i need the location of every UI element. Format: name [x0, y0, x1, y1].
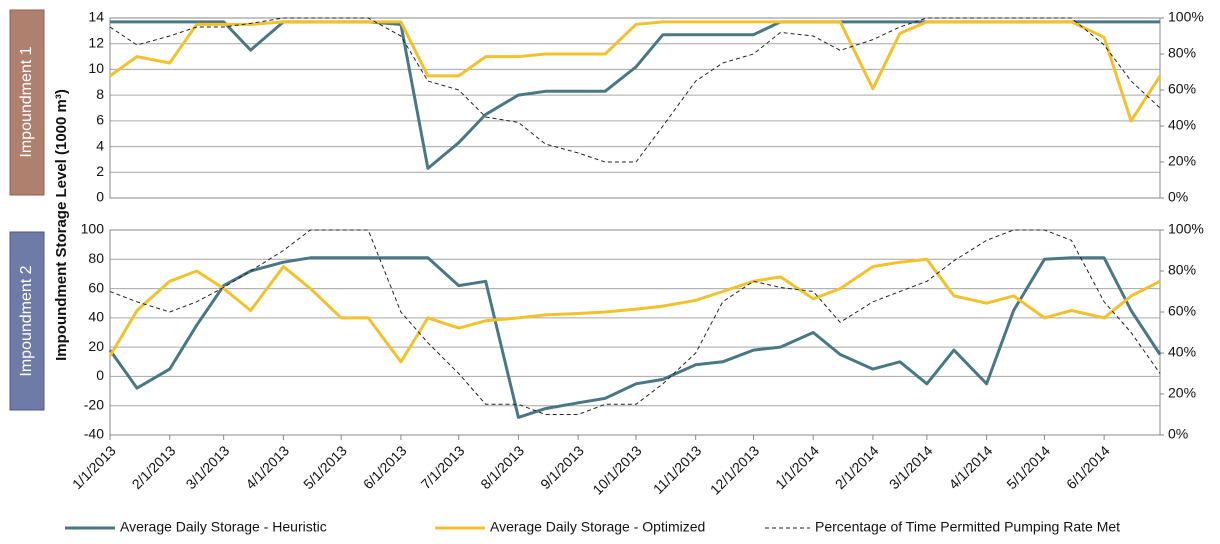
panel-tag	[9, 231, 45, 411]
x-tick-label: 2/1/2013	[129, 442, 179, 492]
x-tick-label: 8/1/2013	[477, 442, 527, 492]
y-tick-label: 100	[81, 221, 105, 237]
x-tick-label: 5/1/2013	[300, 442, 350, 492]
y-tick-label: 4	[96, 137, 104, 153]
y-tick-label: 2	[96, 163, 104, 179]
y2-tick-label: 20%	[1168, 153, 1196, 169]
y2-tick-label: 100%	[1168, 9, 1204, 25]
legend-label: Average Daily Storage - Heuristic	[120, 519, 327, 535]
x-tick-label: 3/1/2013	[183, 442, 233, 492]
x-tick-label: 9/1/2013	[537, 442, 587, 492]
x-tick-label: 3/1/2014	[886, 442, 936, 492]
x-tick-label: 10/1/2013	[589, 442, 645, 498]
panel-title: Impoundment 1	[18, 46, 35, 157]
series-line	[109, 229, 1161, 415]
x-tick-label: 12/1/2013	[707, 442, 763, 498]
y-tick-label: 40	[88, 309, 104, 325]
y-tick-label: 14	[88, 9, 104, 25]
y-tick-label: 8	[96, 86, 104, 102]
x-tick-label: 1/1/2014	[772, 442, 822, 492]
y2-tick-label: 80%	[1168, 45, 1196, 61]
x-tick-label: 5/1/2014	[1003, 442, 1053, 492]
y2-tick-label: 100%	[1168, 221, 1204, 237]
y-tick-label: 0	[96, 189, 104, 205]
y2-tick-label: 60%	[1168, 81, 1196, 97]
y-tick-label: 80	[88, 250, 104, 266]
y2-tick-label: 40%	[1168, 344, 1196, 360]
x-tick-label: 1/1/2013	[69, 442, 119, 492]
legend-label: Percentage of Time Permitted Pumping Rat…	[815, 519, 1120, 535]
plot-frame	[109, 17, 1161, 199]
x-tick-label: 4/1/2014	[945, 442, 995, 492]
x-tick-label: 6/1/2013	[360, 442, 410, 492]
y-tick-label: -40	[84, 426, 104, 442]
y-tick-label: 12	[88, 34, 104, 50]
series-line	[108, 257, 1161, 364]
y-tick-label: 60	[88, 279, 104, 295]
x-tick-label: 7/1/2013	[418, 442, 468, 492]
x-tick-label: 2/1/2014	[832, 442, 882, 492]
x-tick-label: 4/1/2013	[242, 442, 292, 492]
y-tick-label: 6	[96, 112, 104, 128]
legend-label: Average Daily Storage - Optimized	[490, 519, 705, 535]
y-tick-label: 20	[88, 338, 104, 354]
y-tick-label: 10	[88, 60, 104, 76]
y-tick-label: 0	[96, 367, 104, 383]
y2-tick-label: 0%	[1168, 189, 1188, 205]
series-line	[109, 20, 1162, 123]
y-tick-label: -20	[84, 396, 104, 412]
plot-frame	[109, 229, 1161, 436]
series-line	[109, 17, 1161, 163]
y2-tick-label: 40%	[1168, 117, 1196, 133]
panel-tag	[9, 9, 45, 196]
x-tick-label: 11/1/2013	[650, 442, 705, 497]
y2-tick-label: 0%	[1168, 426, 1188, 442]
y-axis-label: Impoundment Storage Level (1000 m³)	[53, 89, 70, 361]
y2-tick-label: 80%	[1168, 262, 1196, 278]
panel-title: Impoundment 2	[18, 265, 35, 376]
y2-tick-label: 60%	[1168, 303, 1196, 319]
y2-tick-label: 20%	[1168, 385, 1196, 401]
series-line	[108, 256, 1162, 419]
x-tick-label: 6/1/2014	[1063, 442, 1113, 492]
